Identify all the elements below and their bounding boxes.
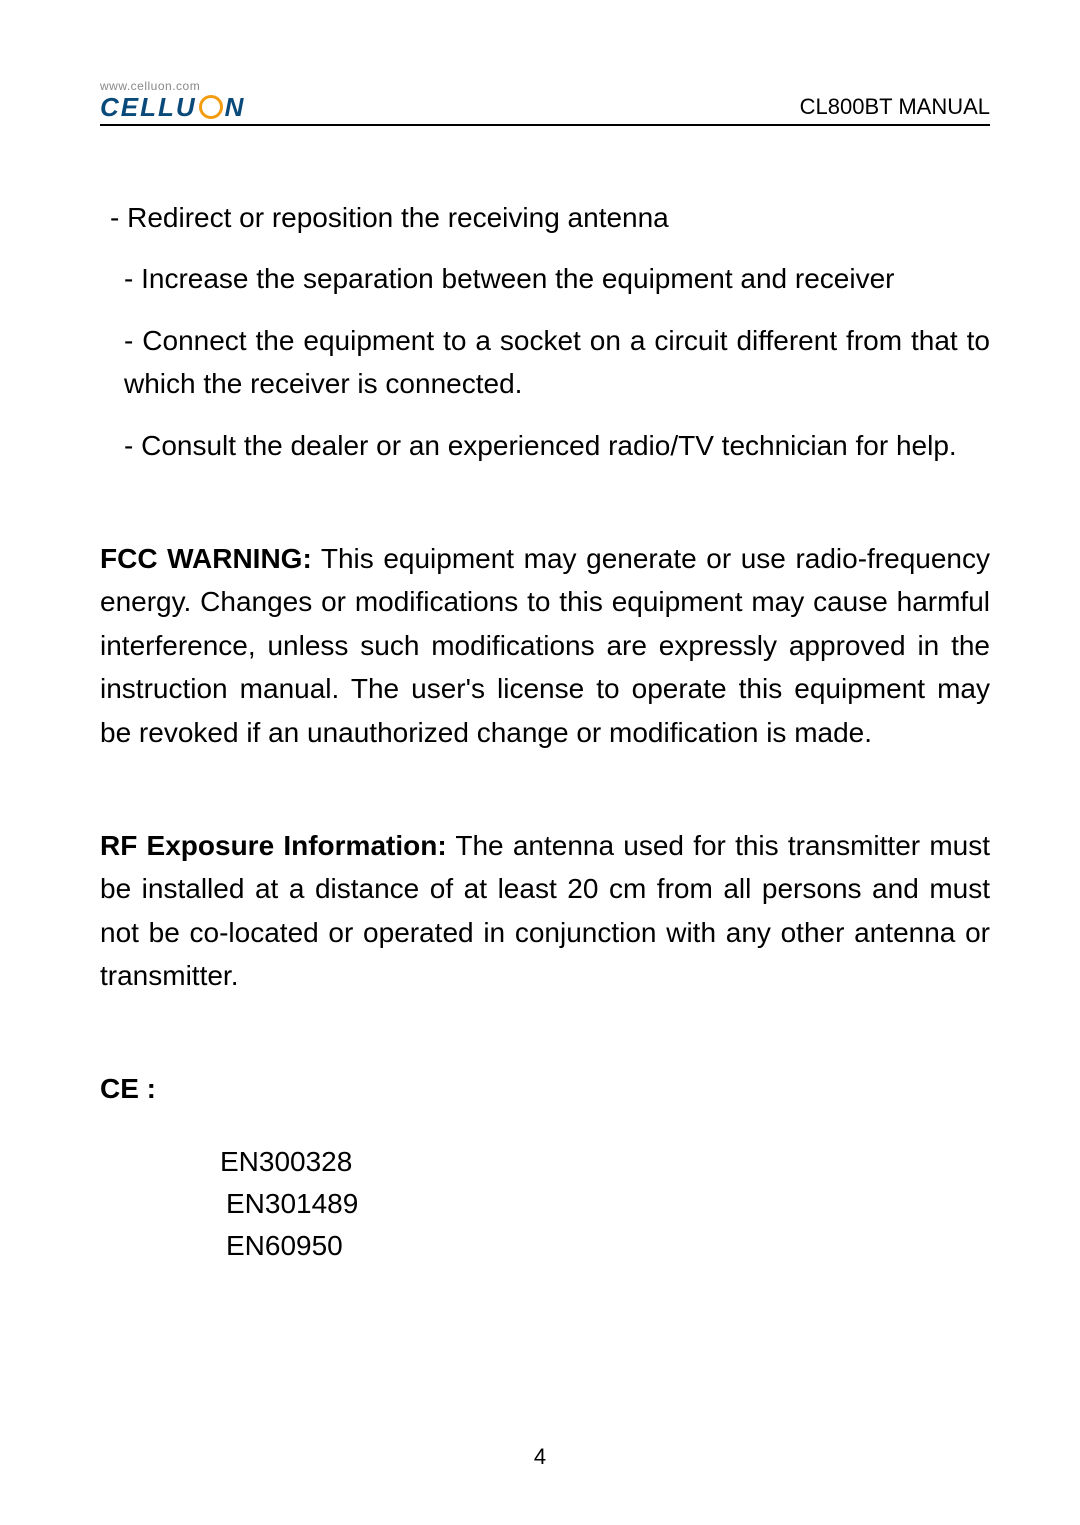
document-title: CL800BT MANUAL <box>800 94 990 120</box>
document-page: www.celluon.com CELLU N CL800BT MANUAL -… <box>0 0 1080 1525</box>
rf-exposure-section: RF Exposure Information: The antenna use… <box>100 824 990 998</box>
brand-logo: www.celluon.com CELLU N <box>100 80 245 120</box>
document-body: - Redirect or reposition the receiving a… <box>100 196 990 1267</box>
brand-o-icon <box>199 95 223 119</box>
bullet-item: - Increase the separation between the eq… <box>124 257 990 300</box>
bullet-item: - Connect the equipment to a socket on a… <box>124 319 990 406</box>
bullet-item: - Consult the dealer or an experienced r… <box>124 424 990 467</box>
brand-text-right: N <box>225 94 246 120</box>
ce-standard: EN60950 <box>226 1225 990 1267</box>
brand-name: CELLU N <box>100 94 245 120</box>
fcc-warning-section: FCC WARNING: This equipment may generate… <box>100 537 990 754</box>
brand-url: www.celluon.com <box>100 80 245 92</box>
ce-heading: CE : <box>100 1067 990 1110</box>
bullet-item: - Redirect or reposition the receiving a… <box>110 196 990 239</box>
page-header: www.celluon.com CELLU N CL800BT MANUAL <box>100 80 990 126</box>
page-number: 4 <box>0 1444 1080 1470</box>
ce-standards-list: EN300328 EN301489 EN60950 <box>220 1141 990 1267</box>
ce-standard: EN300328 <box>220 1141 990 1183</box>
ce-standard: EN301489 <box>226 1183 990 1225</box>
fcc-warning-label: FCC WARNING: <box>100 543 312 574</box>
rf-exposure-label: RF Exposure Information: <box>100 830 447 861</box>
brand-text-left: CELLU <box>100 94 197 120</box>
